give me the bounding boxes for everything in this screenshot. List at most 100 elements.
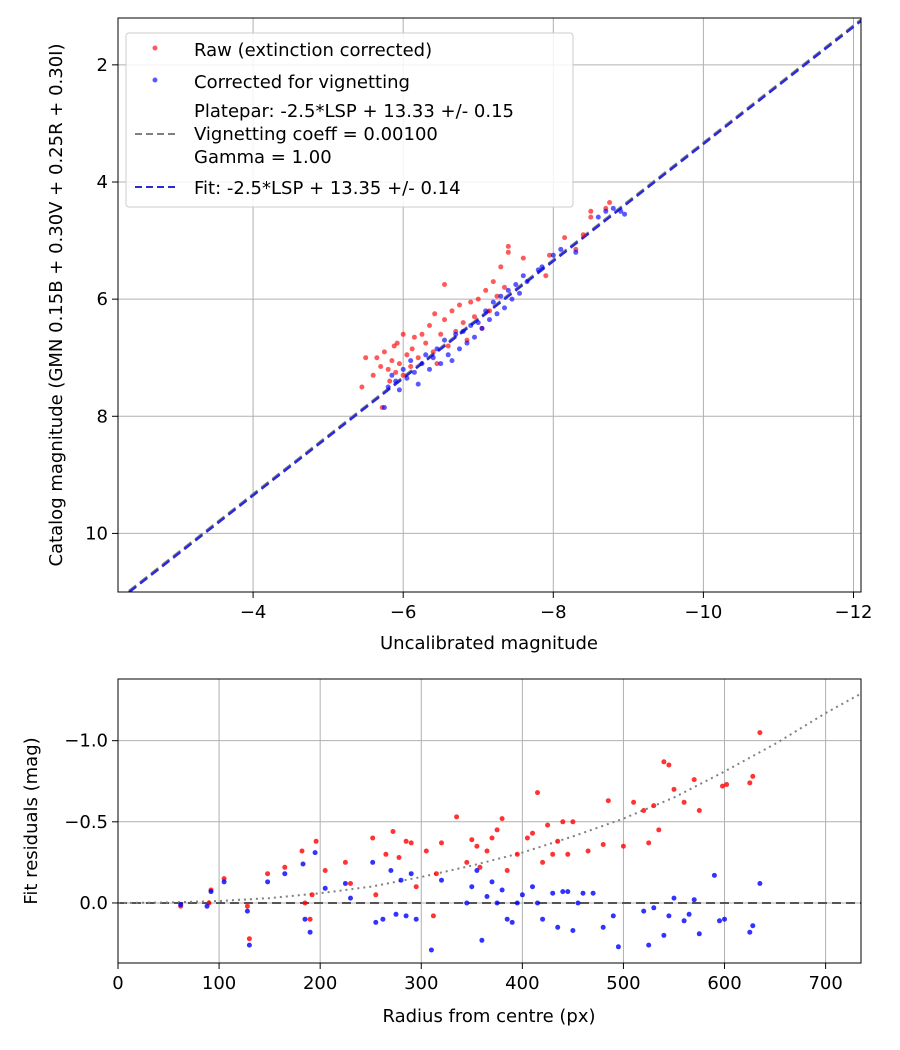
bottom-point-corrected [550, 890, 556, 896]
bottom-point-raw [750, 773, 756, 779]
bottom-point-raw [302, 900, 308, 906]
bottom-x-tick-label: 100 [202, 973, 236, 994]
bottom-point-raw [403, 838, 409, 844]
bottom-point-raw [681, 799, 687, 805]
bottom-point-raw [423, 848, 429, 854]
top-plot: −4 −6 −8 −10 −12 2 4 6 8 10 Uncalibrated magnitud… [46, 17, 872, 654]
legend-marker-corrected [152, 77, 158, 83]
top-point-raw [404, 352, 410, 358]
bottom-point-raw [307, 916, 313, 922]
bottom-point-corrected [244, 908, 250, 914]
bottom-point-corrected [615, 944, 621, 950]
top-point-corrected [535, 267, 541, 273]
top-point-corrected [468, 323, 474, 328]
top-point-corrected [430, 355, 436, 361]
legend-label-fit: Fit: -2.5*LSP + 13.35 +/- 0.14 [194, 178, 461, 199]
bottom-y-tick-label: −1.0 [64, 731, 108, 752]
bottom-point-corrected [370, 859, 376, 865]
bottom-point-corrected [204, 903, 210, 909]
top-point-corrected [408, 358, 414, 364]
bottom-point-corrected [484, 894, 490, 899]
bottom-point-corrected [504, 916, 510, 922]
bottom-x-axis-label: Radius from centre (px) [382, 1006, 595, 1027]
bottom-point-corrected [373, 919, 379, 925]
bottom-point-raw [408, 840, 414, 846]
bottom-point-corrected [403, 913, 409, 919]
bottom-point-corrected [469, 884, 475, 890]
top-point-raw [520, 255, 526, 261]
top-point-corrected [539, 264, 545, 270]
top-point-corrected [385, 384, 391, 390]
legend-label-platepar-2: Vignetting coeff = 0.00100 [194, 124, 438, 145]
top-point-corrected [411, 369, 417, 375]
top-point-corrected [550, 252, 556, 258]
top-x-tick-label: −8 [540, 602, 567, 623]
top-point-raw [385, 366, 391, 372]
legend-box [125, 32, 574, 208]
top-points [359, 200, 628, 410]
top-point-corrected [453, 331, 459, 337]
bottom-point-corrected [221, 879, 227, 885]
top-point-raw [457, 302, 462, 308]
top-point-raw [415, 355, 421, 361]
top-point-raw [423, 340, 429, 346]
top-point-corrected [445, 352, 451, 358]
bottom-point-raw [342, 859, 348, 865]
top-line-fit [127, 19, 861, 592]
bottom-point-corrected [413, 916, 419, 922]
bottom-point-corrected [312, 850, 318, 856]
bottom-point-raw [309, 892, 315, 898]
bottom-point-corrected [691, 897, 697, 903]
bottom-point-raw [396, 855, 402, 860]
top-point-corrected [513, 282, 519, 287]
bottom-point-raw [605, 798, 611, 804]
bottom-point-raw [484, 848, 490, 854]
top-point-raw [468, 299, 474, 305]
bottom-point-corrected [641, 908, 647, 914]
top-point-raw [607, 200, 613, 205]
bottom-point-corrected [388, 868, 394, 873]
top-point-corrected [460, 328, 466, 334]
bottom-point-raw [565, 851, 571, 857]
top-point-corrected [423, 352, 429, 358]
top-lines [125, 18, 861, 592]
bottom-point-corrected [565, 889, 571, 895]
bottom-point-raw [666, 762, 672, 768]
bottom-point-corrected [322, 885, 328, 891]
top-point-corrected [509, 296, 515, 302]
top-point-raw [432, 311, 438, 317]
top-point-corrected [502, 305, 507, 311]
bottom-point-corrected [610, 913, 616, 919]
top-point-raw [449, 308, 455, 314]
bottom-x-tick-label: 300 [404, 973, 438, 994]
bottom-point-raw [545, 822, 551, 828]
top-point-raw [498, 264, 504, 270]
bottom-point-raw [724, 782, 730, 787]
top-y-axis-label: Catalog magnitude (GMN 0.15B + 0.30V + 0… [46, 43, 67, 566]
bottom-point-corrected [380, 916, 386, 922]
bottom-plot: 0 100 200 300 400 500 600 700 0.0 −0.5 −1.0 Radius… [21, 678, 862, 1027]
bottom-point-raw [464, 859, 470, 865]
bottom-x-tick-label: 600 [707, 973, 741, 994]
top-plot-frame [117, 17, 862, 593]
top-point-corrected [479, 325, 485, 331]
bottom-point-raw [322, 868, 328, 873]
bottom-point-raw [671, 786, 677, 792]
top-point-corrected [396, 387, 402, 393]
bottom-point-corrected [302, 916, 308, 922]
top-point-raw [562, 235, 568, 241]
bottom-point-raw [661, 759, 667, 765]
top-y-tick-label: 4 [97, 172, 108, 193]
bottom-point-raw [747, 780, 753, 786]
bottom-point-raw [514, 851, 520, 857]
top-point-corrected [524, 279, 530, 285]
bottom-point-corrected [514, 900, 520, 906]
top-x-tick-label: −10 [684, 602, 722, 623]
bottom-point-corrected [711, 872, 717, 878]
legend: Raw (extinction corrected) Corrected for… [125, 32, 574, 208]
bottom-point-corrected [747, 929, 753, 935]
bottom-x-tick-label: 200 [303, 973, 337, 994]
bottom-point-raw [430, 913, 436, 919]
bottom-point-corrected [519, 892, 525, 898]
bottom-y-tick-label: 0.0 [79, 893, 108, 914]
